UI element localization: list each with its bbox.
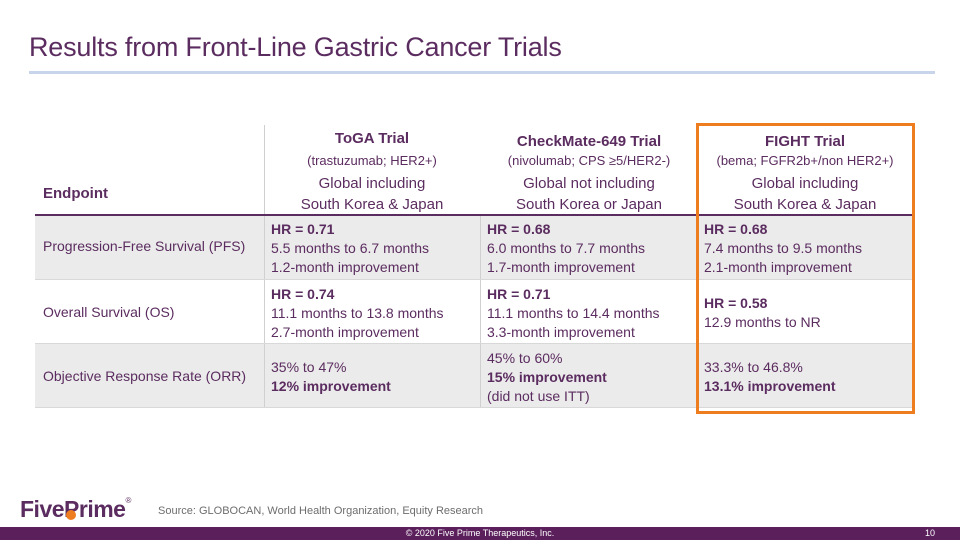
trial-description: (bema; FGFR2b+/non HER2+) bbox=[716, 153, 894, 168]
cell-divider bbox=[264, 280, 265, 343]
trial-region: South Korea or Japan bbox=[516, 196, 662, 213]
fight-highlight-box bbox=[696, 123, 915, 414]
table-header-row: Endpoint ToGA Trial (trastuzumab; HER2+)… bbox=[35, 123, 913, 216]
header-toga: ToGA Trial (trastuzumab; HER2+) Global i… bbox=[267, 129, 477, 215]
source-note: Source: GLOBOCAN, World Health Organizat… bbox=[158, 505, 484, 517]
trial-region: Global including bbox=[751, 175, 859, 192]
header-fight: FIGHT Trial (bema; FGFR2b+/non HER2+) Gl… bbox=[700, 129, 910, 215]
trial-description: (nivolumab; CPS ≥5/HER2-) bbox=[507, 153, 671, 168]
page-number: 10 bbox=[924, 528, 935, 538]
trial-region: Global including bbox=[318, 175, 426, 192]
table-cell: 45% to 60% 15% improvement (did not use … bbox=[487, 350, 607, 404]
copyright: © 2020 Five Prime Therapeutics, Inc. bbox=[405, 528, 555, 538]
table-cell: HR = 0.71 5.5 months to 6.7 months 1.2-m… bbox=[271, 221, 429, 275]
cell-divider bbox=[264, 216, 265, 279]
results-table: Endpoint ToGA Trial (trastuzumab; HER2+)… bbox=[35, 123, 913, 408]
trial-name: FIGHT Trial bbox=[764, 133, 845, 150]
table-row: Progression-Free Survival (PFS) HR = 0.7… bbox=[35, 216, 913, 280]
logo-dot-icon bbox=[66, 510, 76, 520]
trial-description: (trastuzumab; HER2+) bbox=[307, 153, 437, 168]
endpoint-label: Objective Response Rate (ORR) bbox=[43, 368, 247, 384]
cell-divider bbox=[480, 344, 481, 407]
cell-divider bbox=[480, 280, 481, 343]
fiveprime-logo: FivePrime® bbox=[20, 496, 131, 522]
table-cell: HR = 0.68 6.0 months to 7.7 months 1.7-m… bbox=[487, 221, 645, 275]
title-divider bbox=[29, 71, 935, 74]
trial-name: CheckMate-649 Trial bbox=[516, 133, 662, 150]
footer-bar: © 2020 Five Prime Therapeutics, Inc. 10 bbox=[0, 527, 960, 540]
table-cell: HR = 0.71 11.1 months to 14.4 months 3.3… bbox=[487, 286, 660, 340]
trial-name: ToGA Trial bbox=[334, 130, 410, 147]
trial-region: South Korea & Japan bbox=[733, 196, 877, 213]
endpoint-label: Progression-Free Survival (PFS) bbox=[43, 238, 246, 254]
page-title: Results from Front-Line Gastric Cancer T… bbox=[29, 32, 562, 62]
table-row: Objective Response Rate (ORR) 35% to 47%… bbox=[35, 344, 913, 408]
table-row: Overall Survival (OS) HR = 0.74 11.1 mon… bbox=[35, 280, 913, 344]
table-cell: 33.3% to 46.8% 13.1% improvement bbox=[704, 359, 836, 394]
table-cell: HR = 0.58 12.9 months to NR bbox=[704, 295, 821, 330]
cell-divider bbox=[264, 344, 265, 407]
header-checkmate: CheckMate-649 Trial (nivolumab; CPS ≥5/H… bbox=[483, 129, 695, 215]
header-divider bbox=[264, 125, 265, 214]
endpoint-label: Overall Survival (OS) bbox=[43, 304, 175, 320]
trial-region: Global not including bbox=[523, 175, 655, 192]
cell-divider bbox=[480, 216, 481, 279]
trial-region: South Korea & Japan bbox=[300, 196, 444, 213]
table-cell: HR = 0.68 7.4 months to 9.5 months 2.1-m… bbox=[704, 221, 862, 275]
table-cell: HR = 0.74 11.1 months to 13.8 months 2.7… bbox=[271, 286, 444, 340]
table-cell: 35% to 47% 12% improvement bbox=[271, 359, 391, 394]
endpoint-header: Endpoint bbox=[43, 185, 108, 202]
